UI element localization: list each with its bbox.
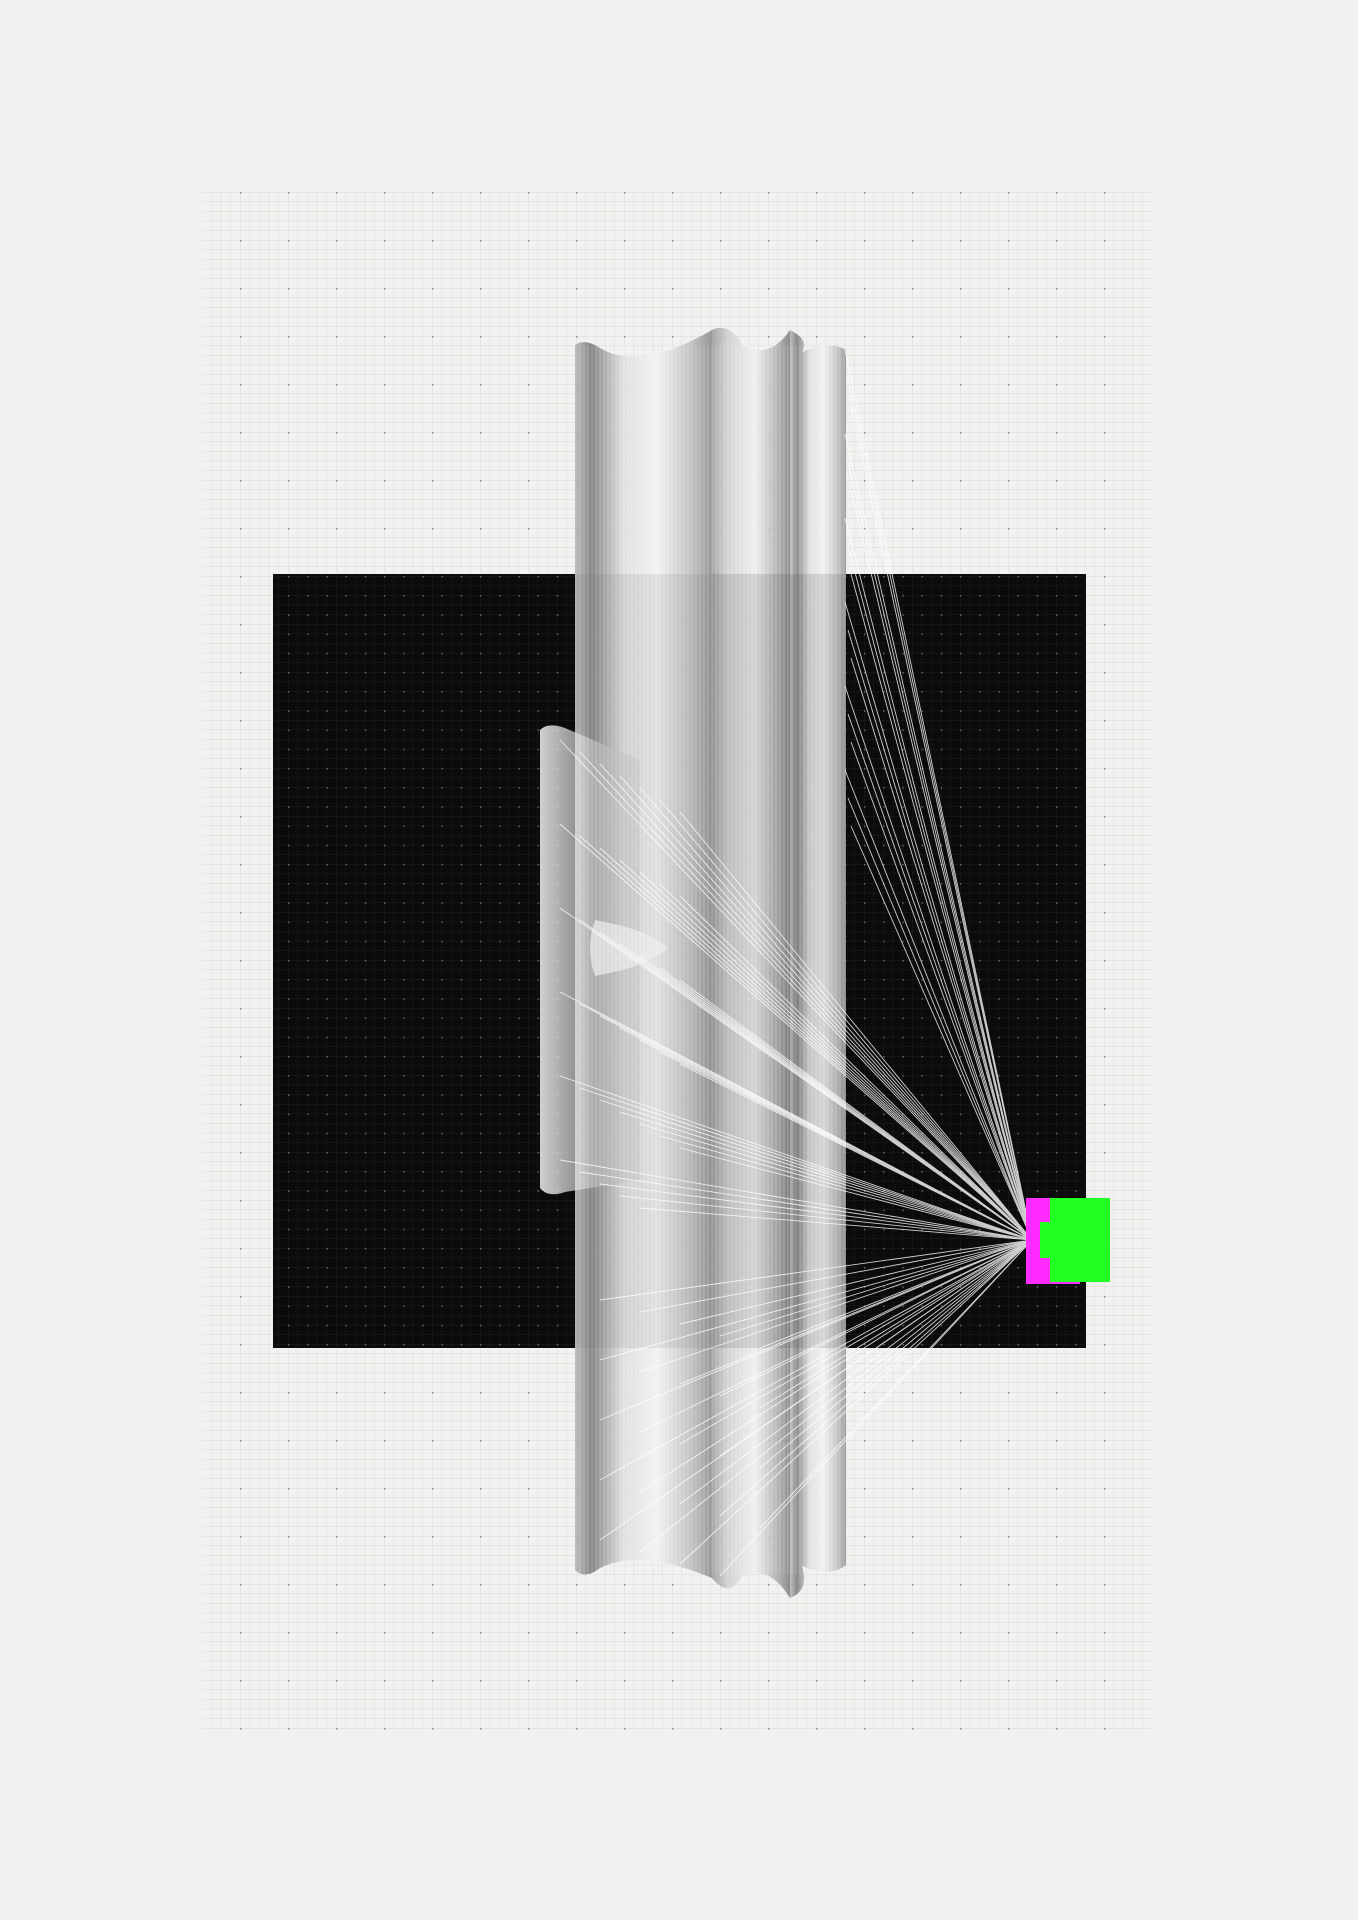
ray-line: [579, 751, 1033, 1241]
translucent-pillars: [540, 327, 846, 1598]
ray-line: [847, 461, 1033, 1241]
ray-line: [850, 489, 1033, 1241]
ray-line: [759, 1239, 1033, 1409]
ray-line: [679, 1063, 1033, 1241]
ray-line: [559, 1159, 1033, 1241]
accent-block: [1026, 1198, 1110, 1284]
ray-line: [599, 1239, 1033, 1301]
ray-line: [659, 799, 1033, 1241]
ray-line: [679, 1239, 1033, 1565]
ray-fan: [559, 349, 1033, 1577]
ray-line: [679, 979, 1033, 1241]
ray-line: [719, 1239, 1033, 1397]
ray-line: [719, 1239, 1033, 1337]
ray-line: [679, 1239, 1033, 1445]
ray-line: [679, 811, 1033, 1241]
ray-line: [619, 775, 1033, 1241]
ray-line: [619, 1195, 1033, 1241]
ray-line: [844, 433, 1033, 1241]
ray-line: [639, 787, 1033, 1241]
ray-line: [679, 1239, 1033, 1325]
ray-line: [639, 1123, 1033, 1241]
ray-line: [850, 825, 1033, 1241]
ray-line: [759, 1239, 1033, 1529]
ray-line: [679, 1147, 1033, 1241]
ray-line: [579, 1087, 1033, 1241]
ray-line: [619, 1111, 1033, 1241]
ray-line: [659, 883, 1033, 1241]
ray-line: [559, 823, 1033, 1241]
ray-line: [759, 1239, 1033, 1349]
ray-line: [844, 601, 1033, 1241]
ray-line: [639, 1239, 1033, 1493]
ray-line: [619, 859, 1033, 1241]
ray-line: [639, 1239, 1033, 1373]
ray-line: [639, 1239, 1033, 1313]
ray-line: [639, 871, 1033, 1241]
ray-line: [759, 1239, 1033, 1469]
ray-line: [599, 1099, 1033, 1241]
ray-line: [719, 1239, 1033, 1577]
ray-line: [659, 1135, 1033, 1241]
ray-line: [599, 1239, 1033, 1361]
ray-line: [847, 545, 1033, 1241]
ray-line: [599, 1183, 1033, 1241]
ray-line: [847, 713, 1033, 1241]
ray-line: [599, 763, 1033, 1241]
ray-line: [719, 1239, 1033, 1517]
ray-line: [599, 847, 1033, 1241]
ray-line: [559, 739, 1033, 1241]
ray-line: [559, 1075, 1033, 1241]
ray-line: [844, 685, 1033, 1241]
ray-line: [679, 895, 1033, 1241]
ray-line: [599, 1239, 1033, 1481]
ray-line: [639, 1239, 1033, 1553]
ray-line: [639, 1207, 1033, 1241]
ray-line: [850, 657, 1033, 1241]
ray-line: [850, 741, 1033, 1241]
ray-line: [847, 629, 1033, 1241]
ray-line: [847, 377, 1033, 1241]
ray-line: [599, 1239, 1033, 1421]
ray-line: [579, 1171, 1033, 1241]
ray-line: [579, 835, 1033, 1241]
ray-line: [679, 1239, 1033, 1505]
ray-line: [850, 573, 1033, 1241]
ray-line: [847, 797, 1033, 1241]
ray-line: [844, 769, 1033, 1241]
ray-line: [850, 405, 1033, 1241]
ray-line: [844, 517, 1033, 1241]
ray-line: [599, 1239, 1033, 1541]
ray-line: [844, 349, 1033, 1241]
ray-line: [639, 1239, 1033, 1433]
